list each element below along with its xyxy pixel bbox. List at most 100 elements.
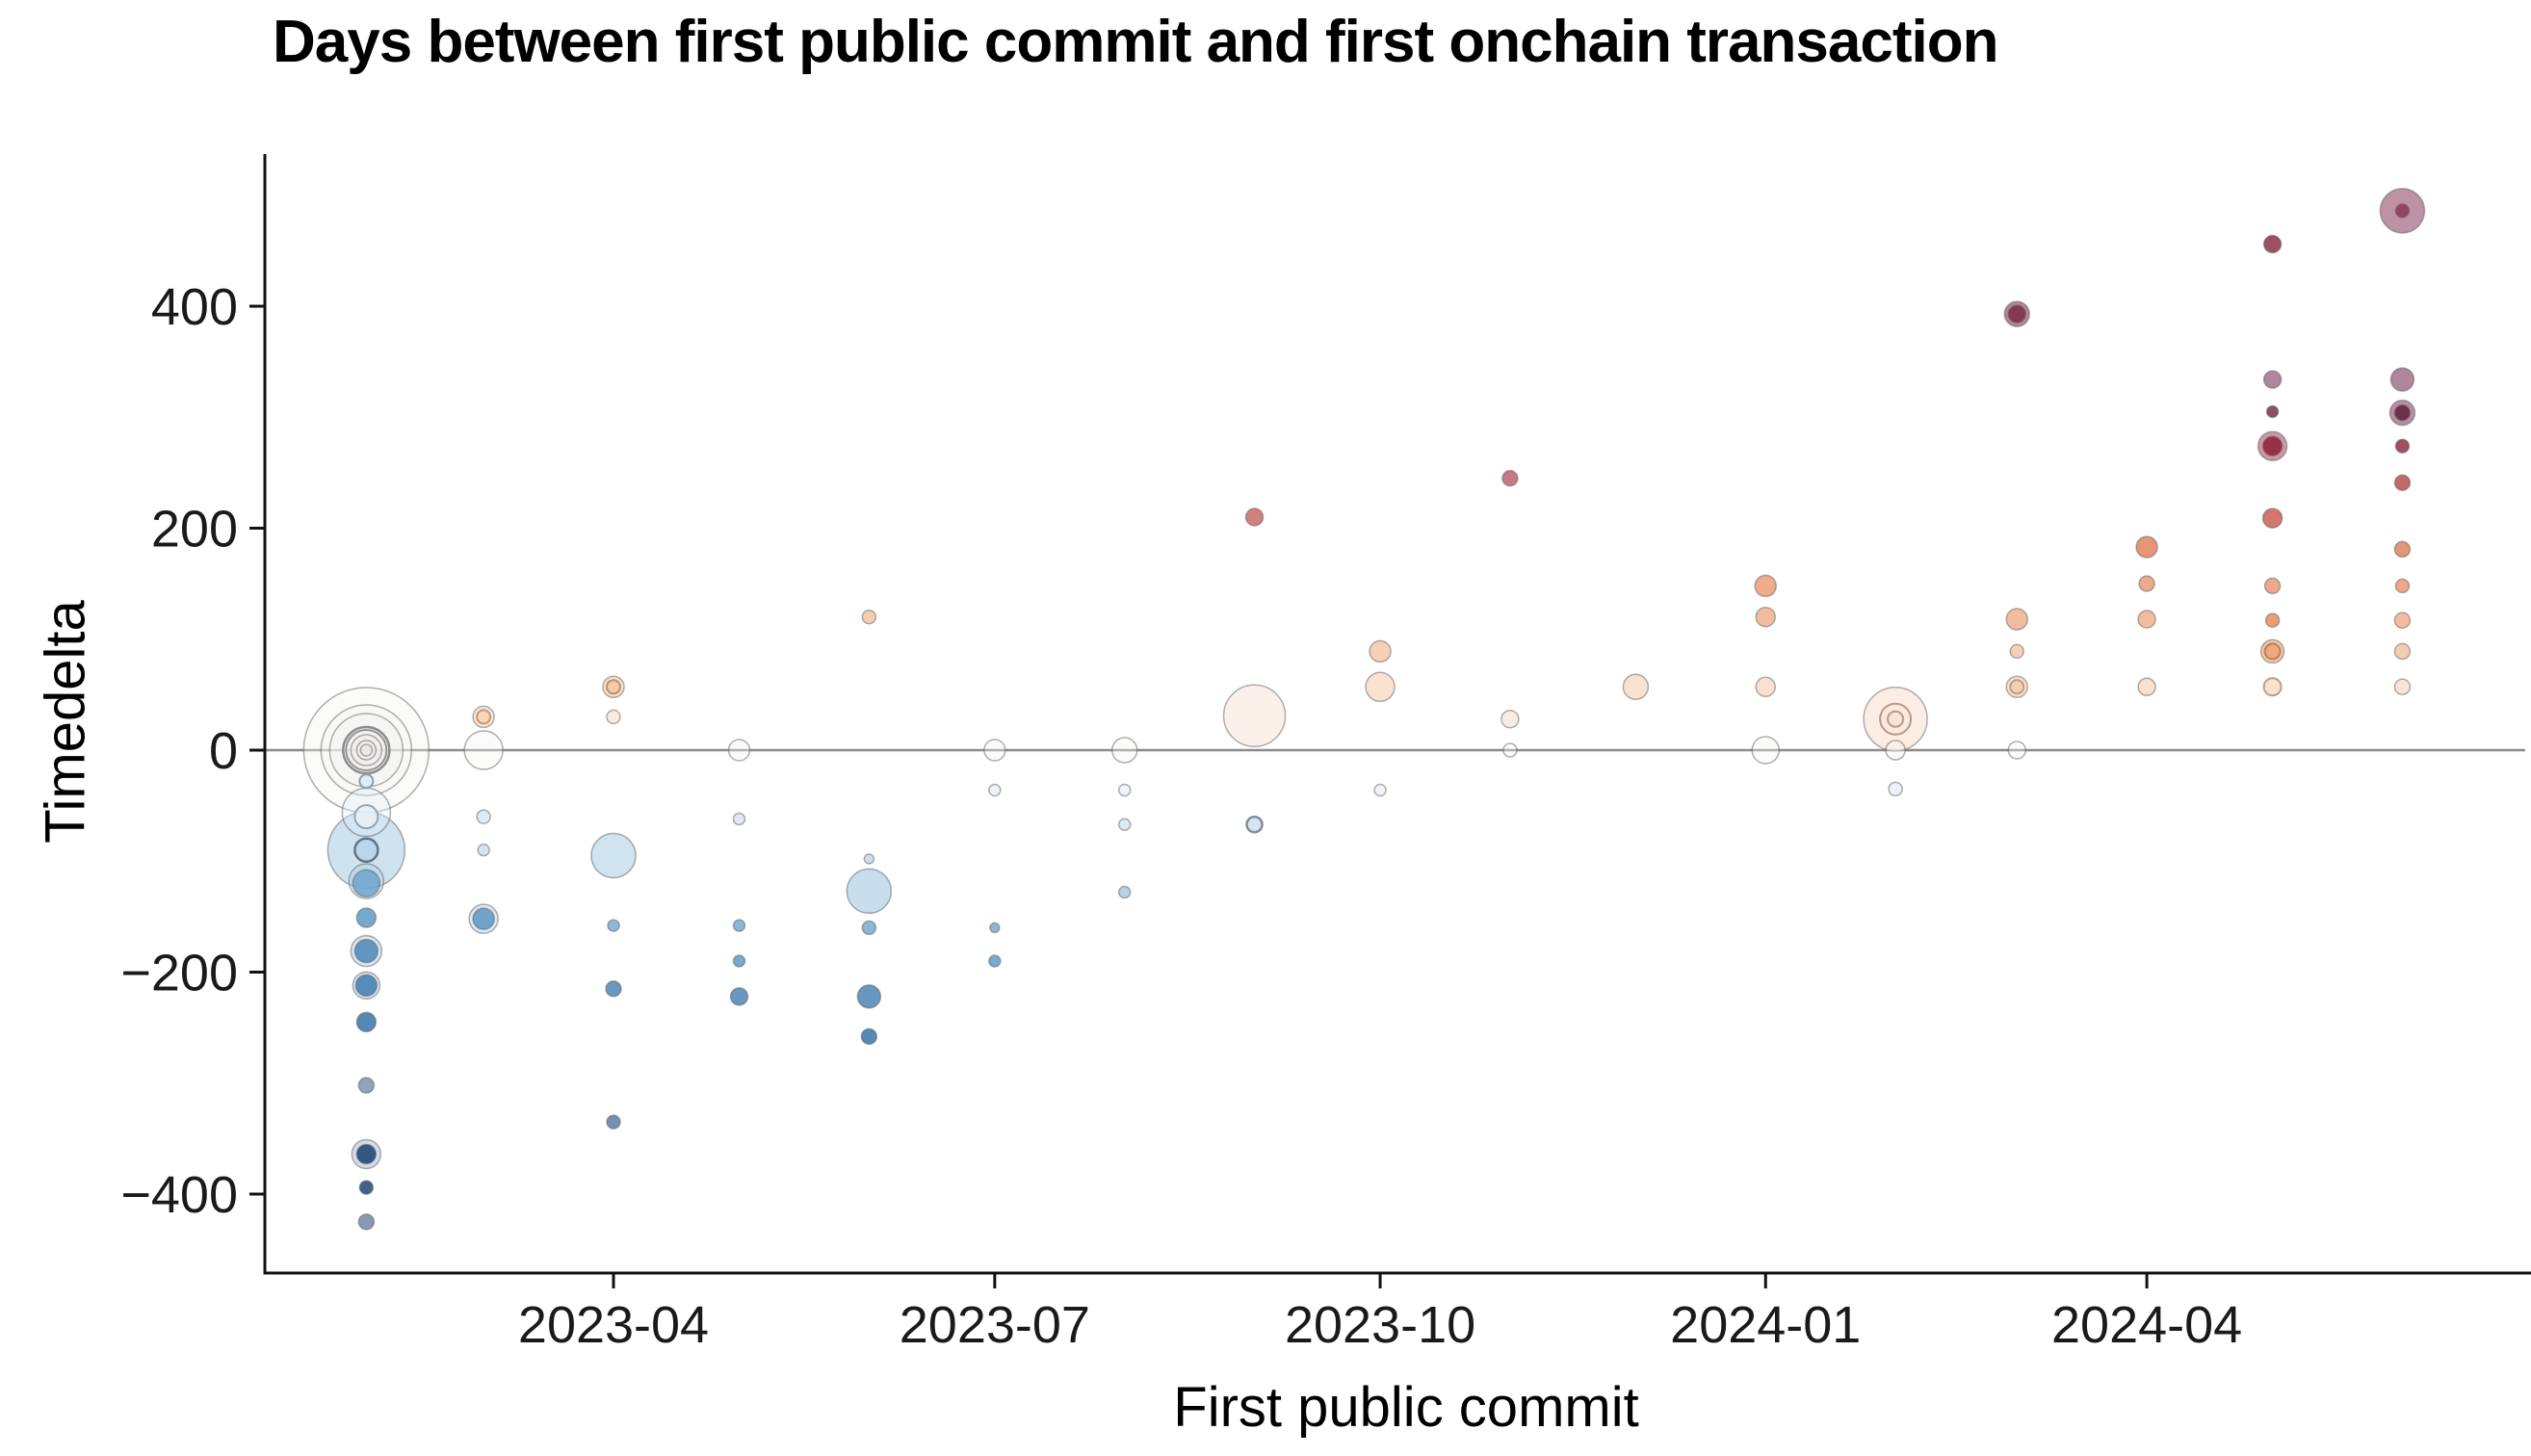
- x-axis-label: First public commit: [1173, 1376, 1639, 1439]
- bubble: [1369, 639, 1392, 663]
- bubble: [1622, 673, 1650, 701]
- bubble: [983, 739, 1006, 762]
- x-tick-label: 2024-04: [2051, 1296, 2242, 1354]
- bubble: [2263, 577, 2282, 595]
- bubble: [2394, 578, 2411, 594]
- bubble: [1501, 469, 1519, 487]
- bubble: [355, 1143, 378, 1165]
- bubble: [2005, 608, 2028, 631]
- bubble: [2264, 612, 2281, 628]
- bubble: [1755, 606, 1776, 628]
- bubble: [1222, 684, 1287, 748]
- x-tick-label: 2024-01: [1670, 1296, 1861, 1354]
- bubble: [1110, 737, 1138, 764]
- bubble: [1244, 507, 1265, 527]
- bubble: [476, 709, 492, 725]
- bubble: [988, 783, 1002, 797]
- bubble: [732, 919, 746, 932]
- bubble: [2009, 679, 2025, 695]
- bubble: [2007, 741, 2026, 760]
- y-tick-label: 0: [209, 722, 238, 780]
- bubble: [856, 984, 882, 1009]
- x-tick-label: 2023-10: [1285, 1296, 1475, 1354]
- bubble: [2137, 610, 2156, 629]
- bubble: [2262, 370, 2283, 389]
- bubble: [1888, 781, 1903, 797]
- bubble: [1887, 710, 1905, 728]
- bubble: [2135, 535, 2158, 559]
- bubble: [1365, 671, 1396, 703]
- bubble: [2394, 438, 2411, 454]
- bubble: [355, 740, 378, 761]
- bubble: [345, 729, 388, 771]
- x-tick-label: 2023-07: [900, 1296, 1090, 1354]
- bubble: [2389, 367, 2415, 392]
- bubble: [1117, 818, 1132, 831]
- bubble: [2393, 678, 2412, 696]
- bubble: [2265, 404, 2280, 419]
- bubble: [1885, 740, 1906, 761]
- bubble: [320, 704, 413, 796]
- bubble: [727, 739, 751, 762]
- bubble: [2393, 642, 2412, 661]
- bubble: [2262, 234, 2283, 254]
- bubble: [863, 853, 875, 865]
- bubble: [606, 679, 621, 695]
- bubble: [1245, 815, 1264, 834]
- bubble: [2009, 643, 2024, 660]
- bubble: [2393, 474, 2412, 491]
- bubble: [353, 804, 379, 830]
- bubble: [605, 980, 622, 998]
- bubble: [2393, 540, 2412, 559]
- bubble: [353, 938, 379, 964]
- bubble: [1754, 574, 1777, 598]
- bubble: [988, 954, 1002, 968]
- y-tick-label: 400: [151, 278, 238, 336]
- y-tick-label: 200: [151, 501, 238, 559]
- bubble: [355, 907, 378, 928]
- bubble: [358, 773, 375, 790]
- bubble: [1500, 709, 1520, 729]
- bubble: [353, 837, 379, 863]
- bubble: [606, 1114, 621, 1130]
- bubble: [1879, 702, 1913, 736]
- bubble: [477, 843, 490, 857]
- y-tick-label: −400: [120, 1166, 238, 1224]
- bubble: [2261, 507, 2283, 529]
- bubble: [1755, 676, 1776, 698]
- bubble: [1117, 885, 1132, 899]
- bubble: [861, 920, 877, 936]
- bubble: [1117, 783, 1132, 797]
- bubble: [732, 812, 746, 826]
- bubble: [342, 725, 391, 775]
- bubble: [846, 868, 893, 915]
- bubble: [590, 832, 637, 879]
- bubble: [1863, 686, 1928, 752]
- bubble: [355, 1011, 378, 1033]
- chart-title: Days between first public commit and fir…: [273, 9, 1998, 75]
- bubble: [476, 809, 491, 824]
- bubble: [2393, 403, 2412, 422]
- bubble: [1502, 742, 1518, 758]
- bubble: [2007, 304, 2026, 324]
- bubble: [2137, 677, 2156, 697]
- bubble: [2261, 435, 2283, 456]
- bubble: [354, 974, 378, 998]
- bubble: [607, 919, 620, 932]
- bubble: [472, 907, 495, 930]
- bubble: [2262, 677, 2283, 697]
- bubble: [729, 987, 749, 1006]
- bubble: [358, 1180, 375, 1195]
- bubble: [357, 1213, 376, 1231]
- bubble: [2393, 611, 2412, 629]
- bubble: [357, 1077, 376, 1094]
- bubble: [606, 709, 621, 725]
- bubble: [1373, 783, 1387, 797]
- bubble: [2138, 575, 2155, 592]
- y-tick-label: −200: [120, 945, 238, 1002]
- bubble: [350, 734, 383, 767]
- bubble: [989, 922, 1001, 934]
- bubble: [2263, 642, 2282, 661]
